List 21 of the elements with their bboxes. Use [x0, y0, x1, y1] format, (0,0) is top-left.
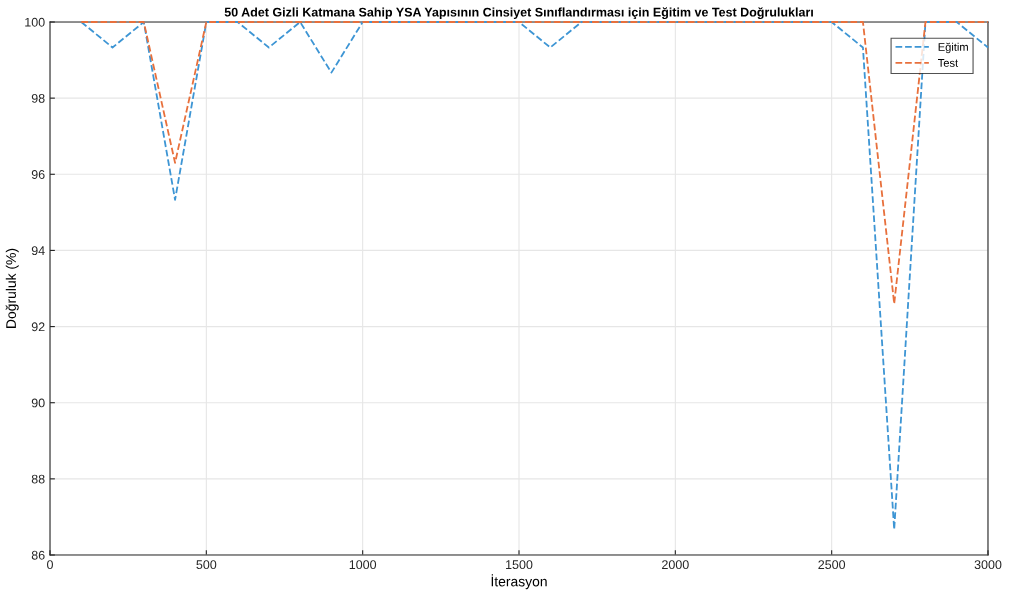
- legend-label: Eğitim: [938, 42, 968, 54]
- y-tick-label: 92: [31, 322, 45, 332]
- y-tick-label: 100: [25, 17, 45, 27]
- x-tick-label: 0: [47, 560, 53, 570]
- x-tick-label: 500: [196, 560, 217, 570]
- y-tick-label: 94: [31, 246, 45, 256]
- chart-title: 50 Adet Gizli Katmana Sahip YSA Yapısının Cinsiyet Sınıflandırması için Eğitim ve Test Doğrulukları: [224, 7, 813, 20]
- legend-label: Test: [938, 59, 959, 67]
- y-tick-label: 98: [31, 93, 45, 103]
- x-tick-label: 2500: [818, 560, 846, 570]
- x-tick-label: 2000: [662, 560, 689, 570]
- x-tick-label: 1000: [349, 560, 377, 570]
- y-tick-label: 96: [31, 170, 45, 179]
- y-tick-label: 86: [31, 550, 45, 560]
- x-tick-label: 1500: [506, 560, 533, 570]
- y-axis-title: Doğruluk (%): [5, 248, 19, 328]
- x-axis-title: İterasyon: [491, 574, 547, 590]
- line-series: [80, 21, 989, 531]
- y-tick-label: 90: [31, 398, 45, 408]
- y-tick-label: 88: [31, 474, 45, 484]
- x-tick-label: 3000: [974, 560, 1002, 570]
